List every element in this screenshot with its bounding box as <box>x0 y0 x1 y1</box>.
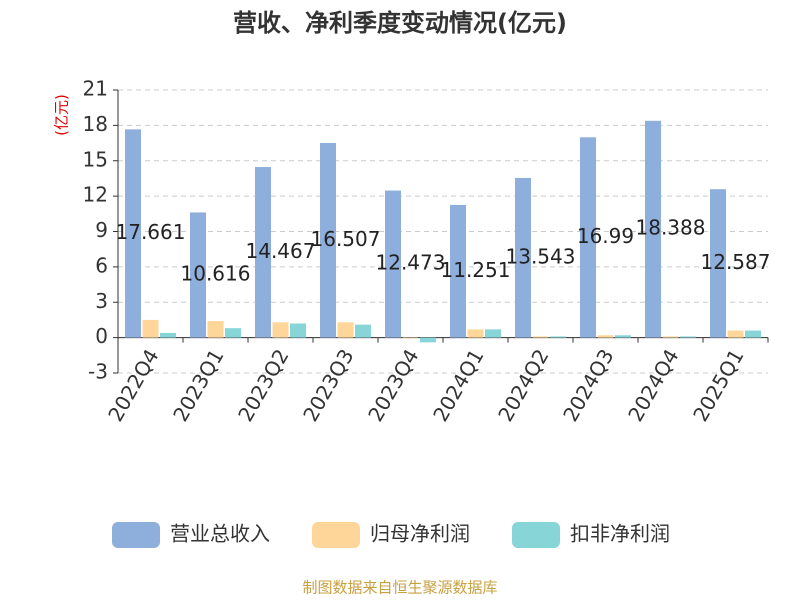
x-tick-label: 2023Q4 <box>363 345 423 426</box>
bar <box>190 212 206 338</box>
bar <box>727 330 744 338</box>
bar <box>710 189 726 338</box>
bar <box>485 329 501 338</box>
data-label: 13.543 <box>506 244 576 268</box>
bar <box>385 190 401 338</box>
y-tick-label: 18 <box>83 112 108 136</box>
legend-label: 归母净利润 <box>370 522 470 546</box>
bar <box>745 330 761 338</box>
data-label: 16.507 <box>311 227 381 251</box>
y-tick-label: 6 <box>95 253 108 277</box>
bar <box>125 129 141 338</box>
legend-swatch <box>112 522 160 548</box>
y-tick-label: 15 <box>83 147 108 171</box>
data-label: 17.661 <box>116 220 186 244</box>
bar <box>290 323 306 338</box>
legend-label: 营业总收入 <box>170 522 270 546</box>
bar <box>402 337 419 339</box>
bar <box>645 120 661 338</box>
x-tick-label: 2023Q3 <box>298 345 358 426</box>
chart-title: 营收、净利季度变动情况(亿元) <box>233 9 567 37</box>
legend-label: 扣非净利润 <box>570 522 670 546</box>
y-tick-label: 12 <box>83 183 108 207</box>
x-tick-label: 2024Q2 <box>493 345 553 426</box>
bar <box>420 337 436 343</box>
bar <box>515 177 531 338</box>
bar <box>160 332 176 338</box>
data-label: 10.616 <box>181 262 251 286</box>
bar <box>467 329 484 338</box>
y-tick-label: -3 <box>88 360 108 384</box>
data-label: 12.473 <box>376 251 446 275</box>
y-tick-label: 0 <box>95 324 108 348</box>
bar <box>450 204 466 338</box>
bar <box>272 322 289 338</box>
bar <box>532 336 549 338</box>
bar <box>680 336 696 338</box>
x-tick-label: 2023Q1 <box>168 345 228 426</box>
bar <box>225 328 241 338</box>
x-tick-label: 2025Q1 <box>688 345 748 426</box>
data-label: 14.467 <box>246 239 316 263</box>
legend-swatch <box>312 522 360 548</box>
bar <box>255 167 271 338</box>
y-tick-label: 9 <box>95 218 108 242</box>
data-label: 16.99 <box>577 224 634 248</box>
y-tick-label: 21 <box>83 77 108 101</box>
data-label: 18.388 <box>636 216 706 240</box>
bar <box>662 336 679 338</box>
data-label: 11.251 <box>441 258 511 282</box>
data-label: 12.587 <box>701 250 771 274</box>
x-tick-label: 2022Q4 <box>103 345 163 426</box>
bar <box>142 319 159 338</box>
x-tick-label: 2024Q1 <box>428 345 488 426</box>
bar <box>355 324 371 338</box>
legend-swatch <box>512 522 560 548</box>
y-tick-label: 3 <box>95 289 108 313</box>
bar <box>580 137 596 338</box>
bar <box>337 322 354 338</box>
x-tick-label: 2024Q4 <box>623 345 683 426</box>
bar <box>597 335 614 338</box>
x-tick-label: 2024Q3 <box>558 345 618 426</box>
source-note: 制图数据来自恒生聚源数据库 <box>302 579 497 597</box>
bar <box>550 336 566 338</box>
x-tick-label: 2023Q2 <box>233 345 293 426</box>
bar <box>207 321 224 338</box>
bar <box>615 335 631 338</box>
bar <box>320 142 336 338</box>
y-axis-label: (亿元) <box>53 94 71 136</box>
